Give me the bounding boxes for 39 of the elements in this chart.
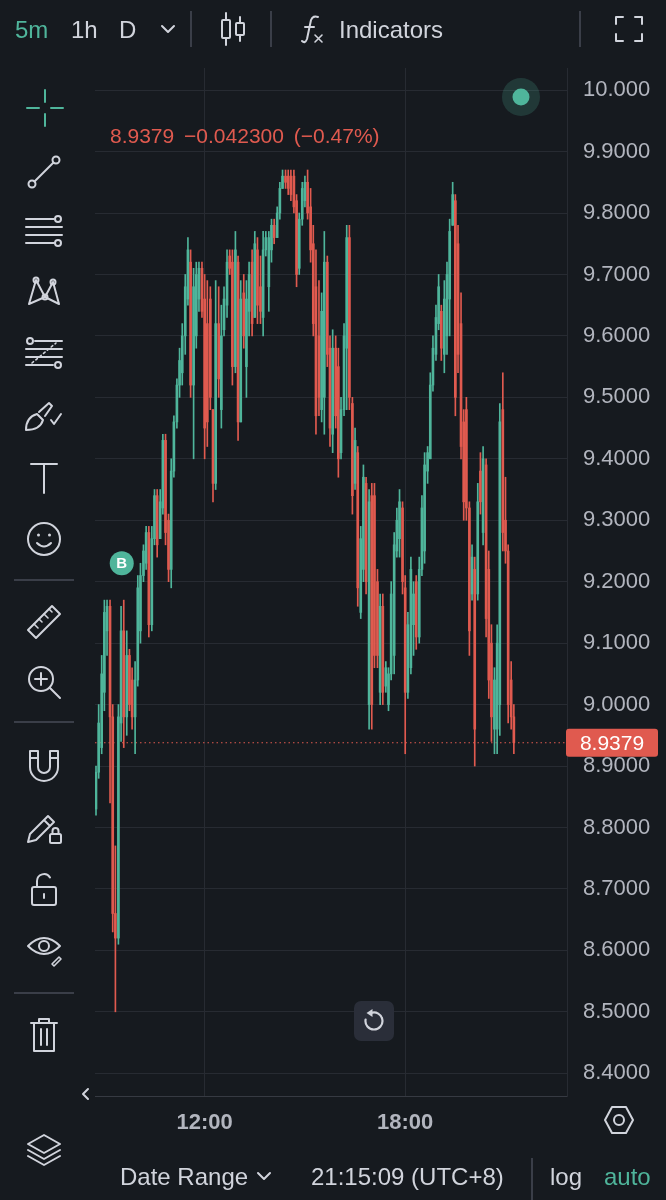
candlestick [234,231,237,374]
candlestick [479,452,482,515]
text: 21:15:09 (UTC+8) [311,1163,504,1191]
y-tick-label: 9.0000 [583,690,651,716]
x-tick-label: 18:00 [377,1109,434,1135]
y-tick-label: 9.4000 [583,444,651,470]
y-tick-label: 8.8000 [583,813,651,839]
y-tick-label: 8.6000 [583,936,651,962]
text: log [550,1163,583,1191]
text: Indicators [339,16,444,44]
y-tick-label: 8.9000 [583,752,651,778]
ref-line-label: 8.9379 [579,730,645,754]
y-tick-label: 10.000 [583,76,651,102]
text: Date Range [120,1163,249,1191]
y-tick-label: 9.7000 [583,260,651,286]
candlestick [214,280,217,490]
y-tick-label: 9.2000 [583,567,651,593]
text: 1h [71,16,98,44]
y-tick-label: 9.9000 [583,137,651,163]
text: auto [604,1163,651,1191]
candlestick [217,286,221,398]
candlestick [231,249,234,386]
candlestick [256,237,259,324]
y-tick-label: 8.4000 [583,1059,651,1085]
y-tick-label: 8.5000 [583,997,651,1023]
x-tick-label: 12:00 [176,1109,233,1135]
text: 5m [15,16,49,44]
y-tick-label: 9.3000 [583,506,651,532]
y-tick-label: 9.6000 [583,321,651,347]
y-tick-label: 8.7000 [583,874,651,900]
candlestick [189,249,192,398]
text: D [119,16,137,44]
y-tick-label: 9.5000 [583,383,651,409]
candlestick [439,304,443,361]
y-tick-label: 9.8000 [583,199,651,225]
y-tick-label: 9.1000 [583,629,651,655]
text: 8.9379 −0.042300 (−0.47%) [110,123,380,149]
candlestick [322,231,326,435]
annotation: B [116,554,128,572]
